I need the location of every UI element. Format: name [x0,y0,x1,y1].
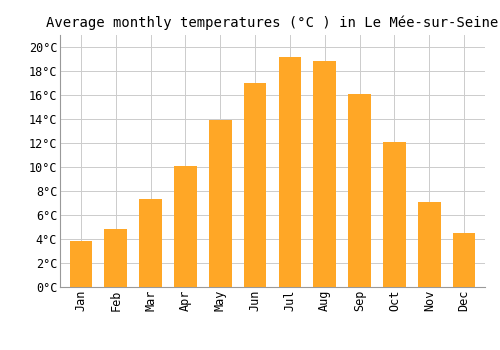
Bar [278,57,301,287]
Title: Average monthly temperatures (°C ) in Le Mée-sur-Seine: Average monthly temperatures (°C ) in Le… [46,15,498,30]
Bar [348,94,371,287]
Bar [453,233,475,287]
Bar [418,202,440,287]
Bar [70,241,92,287]
Bar [314,61,336,287]
Bar [174,166,197,287]
Bar [209,120,232,287]
Bar [244,83,266,287]
Bar [383,142,406,287]
Bar [140,199,162,287]
Bar [104,229,127,287]
